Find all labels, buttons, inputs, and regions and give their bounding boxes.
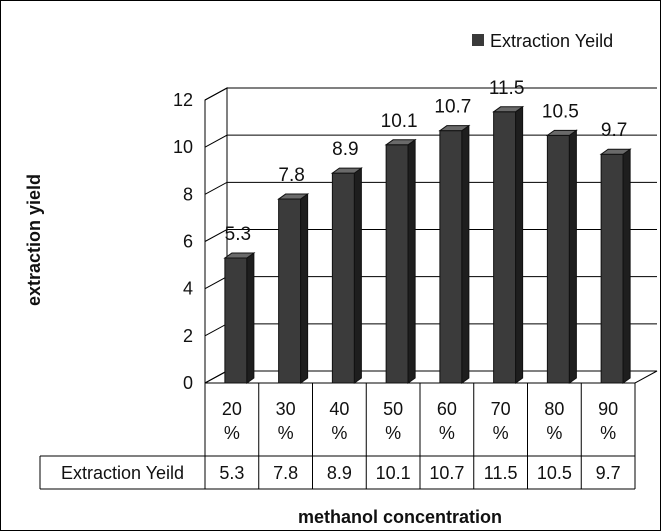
y-tick-label: 6 <box>183 232 193 252</box>
y-tick-label: 12 <box>173 90 193 110</box>
bar-front <box>546 134 570 384</box>
bar-side <box>246 252 255 384</box>
data-label: 10.7 <box>434 97 471 118</box>
x-tick-label: 40% <box>329 399 349 443</box>
bar-side <box>622 148 631 384</box>
data-label: 5.3 <box>225 224 251 245</box>
bar-top <box>330 167 363 174</box>
bar-top <box>599 148 632 155</box>
y-axis-ticks: 0 2 4 6 8 10 12 <box>173 90 193 393</box>
gridline <box>204 323 657 337</box>
bar <box>384 138 417 384</box>
bars <box>223 105 632 384</box>
legend-label: Extraction Yeild <box>490 31 613 51</box>
data-table: Extraction Yeild 20 % 5.3 30 % 7.8 40 % 8.9 50 % 10.… <box>39 383 636 490</box>
data-label: 10.1 <box>381 111 418 132</box>
x-tick-label: 70% <box>491 399 511 443</box>
bar-front <box>331 172 355 384</box>
bar-side <box>407 138 416 384</box>
bar <box>599 148 632 384</box>
bar-side <box>461 124 470 384</box>
bar <box>492 105 525 384</box>
bar-front <box>600 153 624 384</box>
bar-front <box>439 130 463 384</box>
x-tick-label: 50% <box>383 399 403 443</box>
bar-front <box>224 257 248 384</box>
gridline <box>204 134 657 148</box>
x-axis-title: methanol concentration <box>298 507 502 527</box>
table-value: 8.9 <box>327 463 352 483</box>
table-value: 10.7 <box>429 463 464 483</box>
bar-top <box>545 129 578 136</box>
gridline <box>204 229 657 242</box>
data-label: 9.7 <box>601 120 627 141</box>
data-label: 8.9 <box>332 139 358 160</box>
bar <box>330 167 363 384</box>
y-tick-label: 2 <box>183 326 193 346</box>
bar-front <box>278 198 302 384</box>
bar-front <box>385 144 409 384</box>
table-value: 9.7 <box>596 463 621 483</box>
data-label: 7.8 <box>278 165 304 186</box>
bar-side <box>353 167 362 384</box>
y-axis-title: extraction yield <box>24 174 44 306</box>
bar-top <box>277 193 310 200</box>
bar-side <box>515 105 524 384</box>
bar-top <box>438 125 471 132</box>
bar-top <box>384 139 417 146</box>
x-tick-label: 80% <box>544 399 564 443</box>
table-value: 11.5 <box>484 463 518 483</box>
y-tick-label: 8 <box>183 184 193 204</box>
floor <box>204 370 658 384</box>
gridline <box>204 276 657 290</box>
bar-front <box>493 111 517 384</box>
x-tick-label: 30% <box>276 399 296 443</box>
bar <box>438 124 471 384</box>
bar <box>223 252 256 384</box>
table-row-label: Extraction Yeild <box>61 463 184 483</box>
legend-swatch <box>472 34 484 46</box>
table-value: 5.3 <box>219 463 244 483</box>
gridline <box>204 87 657 101</box>
bar-top <box>223 252 256 259</box>
bar-side <box>300 193 309 384</box>
bar-side <box>568 129 577 384</box>
bar-top <box>492 106 525 113</box>
y-tick-label: 4 <box>183 279 193 299</box>
y-tick-label: 0 <box>183 373 193 393</box>
x-tick-label: 20% <box>222 399 242 443</box>
table-value: 10.5 <box>537 463 572 483</box>
gridlines <box>204 87 657 384</box>
legend: Extraction Yeild <box>472 31 613 51</box>
data-labels: 5.3 7.8 8.9 10.1 10.7 11.5 10.5 9.7 <box>225 78 628 245</box>
x-tick-label: 60% <box>437 399 457 443</box>
x-tick-label: 90% <box>598 399 618 443</box>
y-tick-label: 10 <box>173 137 193 157</box>
table-value: 7.8 <box>273 463 298 483</box>
data-label: 10.5 <box>542 101 579 122</box>
gridline <box>204 181 657 195</box>
data-label: 11.5 <box>489 78 525 99</box>
bar <box>277 193 310 384</box>
table-value: 10.1 <box>376 463 411 483</box>
chart-walls <box>204 87 658 384</box>
bar <box>545 129 578 384</box>
